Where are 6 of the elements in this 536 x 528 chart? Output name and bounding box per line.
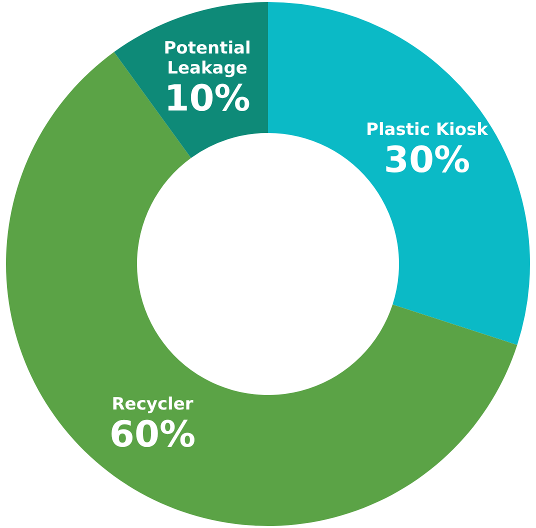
data-label: 10% — [164, 78, 250, 120]
slice-label: Recycler — [112, 394, 194, 414]
slice-label: Potential Leakage — [164, 38, 251, 79]
data-label: 30% — [384, 140, 470, 181]
data-label: 60% — [109, 414, 196, 456]
slice-label: Plastic Kiosk — [366, 120, 489, 140]
